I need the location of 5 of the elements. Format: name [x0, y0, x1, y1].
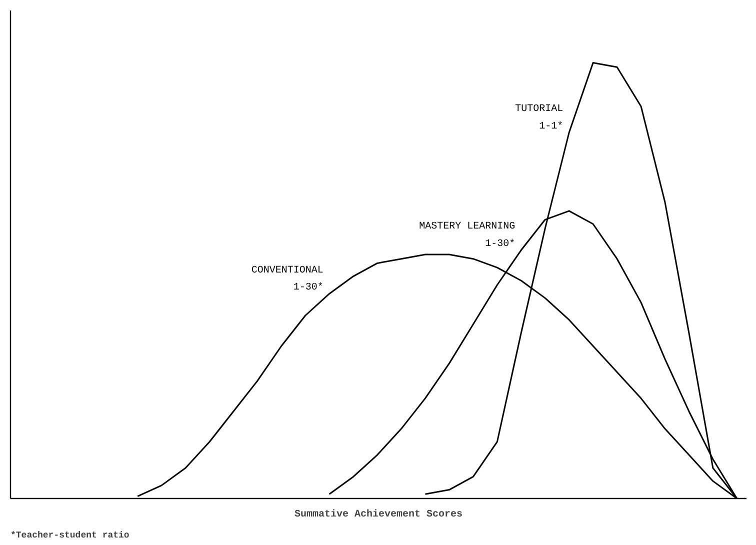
series-label: TUTORIAL 1-1*: [515, 104, 564, 132]
text: *Teacher-student ratio: [10, 530, 130, 540]
series-label: MASTERY LEARNING 1-30*: [419, 222, 516, 250]
series-label: CONVENTIONAL 1-30*: [251, 265, 324, 294]
x-axis-title: Summative Achievement Scores: [294, 508, 463, 520]
